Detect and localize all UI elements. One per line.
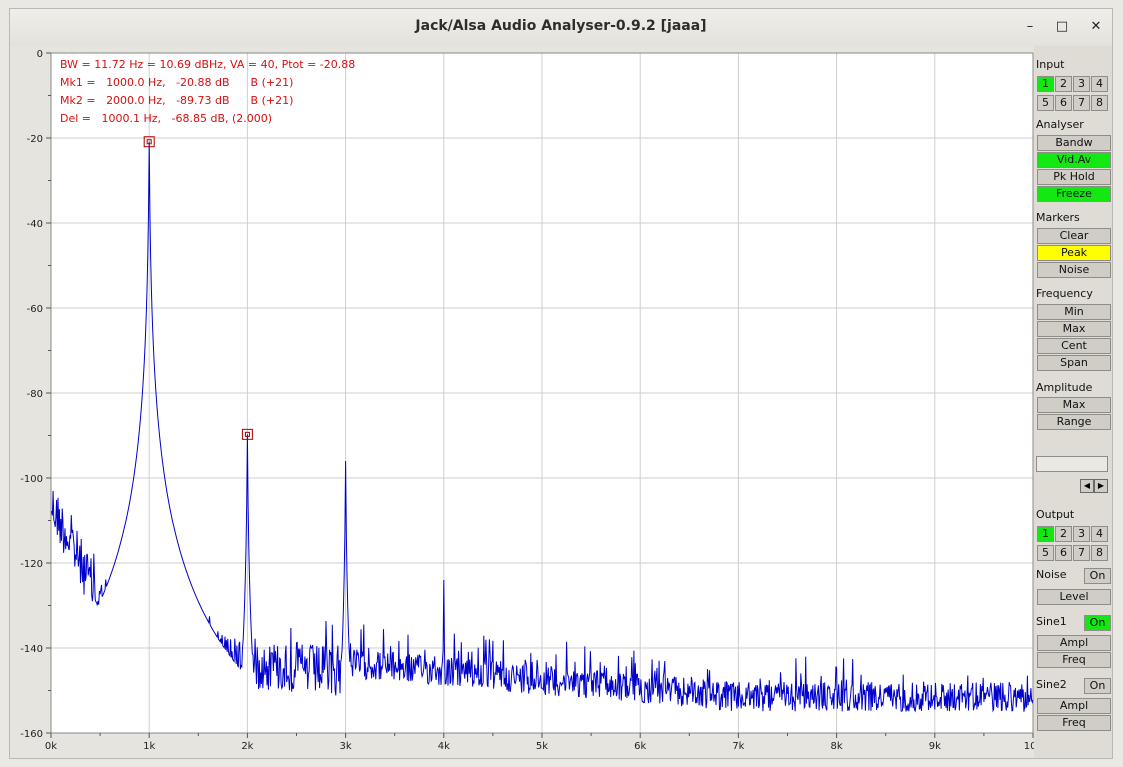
clear-button[interactable]: Clear — [1037, 228, 1111, 244]
output-button-1[interactable]: 1 — [1037, 526, 1054, 542]
y-tick-label: -60 — [27, 304, 43, 315]
x-tick-label: 2k — [241, 741, 253, 752]
axis-labels: 0k 1k 2k 3k 4k 5k 6k 7k 8k 9k 10k 0 -20 -40 -60 -80 -100… — [20, 49, 1040, 752]
output-button-4[interactable]: 4 — [1091, 526, 1108, 542]
left-arrow-icon[interactable]: ◀ — [1080, 479, 1094, 493]
vidav-button[interactable]: Vid.Av — [1037, 152, 1111, 168]
input-button-5[interactable]: 5 — [1037, 95, 1054, 111]
y-tick-label: -120 — [20, 559, 43, 570]
noise-on-button[interactable]: On — [1084, 568, 1111, 584]
pkhold-button[interactable]: Pk Hold — [1037, 169, 1111, 185]
marker-1-inner — [146, 139, 152, 145]
freq-span-button[interactable]: Span — [1037, 355, 1111, 371]
spectrum-chart[interactable]: 0k 1k 2k 3k 4k 5k 6k 7k 8k 9k 10k 0 -20 -40 -60 -80 -100… — [10, 46, 1040, 759]
y-tick-label: -20 — [27, 134, 43, 145]
x-tick-label: 3k — [340, 741, 352, 752]
sine2-freq-button[interactable]: Freq — [1037, 715, 1111, 731]
info-marker1: Mk1 = 1000.0 Hz, -20.88 dB B (+21) — [60, 76, 293, 89]
y-tick-label: -100 — [20, 474, 43, 485]
amp-max-button[interactable]: Max — [1037, 397, 1111, 413]
sine2-label: Sine2 — [1036, 678, 1067, 691]
info-marker2: Mk2 = 2000.0 Hz, -89.73 dB B (+21) — [60, 94, 293, 107]
sine2-ampl-button[interactable]: Ampl — [1037, 698, 1111, 714]
y-tick-label: 0 — [37, 49, 43, 60]
x-tick-label: 10k — [1024, 741, 1040, 752]
x-tick-label: 1k — [143, 741, 155, 752]
noise-level-button[interactable]: Level — [1037, 589, 1111, 605]
frequency-label: Frequency — [1036, 287, 1093, 300]
output-label: Output — [1036, 508, 1075, 521]
axis-ticks — [46, 52, 1034, 738]
input-button-6[interactable]: 6 — [1055, 95, 1072, 111]
y-tick-label: -140 — [20, 644, 43, 655]
sine2-on-button[interactable]: On — [1084, 678, 1111, 694]
noise-label: Noise — [1036, 568, 1067, 581]
marker-group — [143, 136, 253, 440]
output-button-3[interactable]: 3 — [1073, 526, 1090, 542]
analyser-label: Analyser — [1036, 118, 1084, 131]
freq-cent-button[interactable]: Cent — [1037, 338, 1111, 354]
spectrum-plot-area[interactable]: 0k 1k 2k 3k 4k 5k 6k 7k 8k 9k 10k 0 -20 -40 -60 -80 -100… — [10, 46, 1040, 759]
input-button-7[interactable]: 7 — [1073, 95, 1090, 111]
x-tick-label: 4k — [438, 741, 450, 752]
markers-label: Markers — [1036, 211, 1080, 224]
sine1-ampl-button[interactable]: Ampl — [1037, 635, 1111, 651]
input-button-4[interactable]: 4 — [1091, 76, 1108, 92]
spectrum-trace — [50, 141, 1034, 713]
marker-1 — [143, 136, 155, 148]
value-slider[interactable] — [1036, 456, 1108, 472]
noise-marker-button[interactable]: Noise — [1037, 262, 1111, 278]
output-button-5[interactable]: 5 — [1037, 545, 1054, 561]
freeze-button[interactable]: Freeze — [1037, 186, 1111, 202]
minimize-button[interactable]: – — [1026, 19, 1034, 34]
input-button-8[interactable]: 8 — [1091, 95, 1108, 111]
x-tick-label: 9k — [929, 741, 941, 752]
input-button-1[interactable]: 1 — [1037, 76, 1054, 92]
output-button-8[interactable]: 8 — [1091, 545, 1108, 561]
y-tick-label: -80 — [27, 389, 43, 400]
freq-min-button[interactable]: Min — [1037, 304, 1111, 320]
output-button-7[interactable]: 7 — [1073, 545, 1090, 561]
x-tick-label: 7k — [732, 741, 744, 752]
app-window: Jack/Alsa Audio Analyser-0.9.2 [jaaa] – … — [9, 8, 1113, 759]
window-title: Jack/Alsa Audio Analyser-0.9.2 [jaaa] — [415, 18, 707, 34]
sine1-on-button[interactable]: On — [1084, 615, 1111, 631]
output-button-6[interactable]: 6 — [1055, 545, 1072, 561]
x-tick-label: 0k — [45, 741, 57, 752]
maximize-button[interactable]: □ — [1055, 19, 1069, 34]
sine1-label: Sine1 — [1036, 615, 1067, 628]
close-button[interactable]: ✕ — [1090, 19, 1102, 34]
sine1-freq-button[interactable]: Freq — [1037, 652, 1111, 668]
input-button-2[interactable]: 2 — [1055, 76, 1072, 92]
freq-max-button[interactable]: Max — [1037, 321, 1111, 337]
control-panel: Input 1 2 3 4 5 6 7 8 Analyser Bandw Vid… — [1034, 46, 1112, 758]
peak-button[interactable]: Peak — [1037, 245, 1111, 261]
x-tick-label: 6k — [634, 741, 646, 752]
right-arrow-icon[interactable]: ▶ — [1094, 479, 1108, 493]
amp-range-button[interactable]: Range — [1037, 414, 1111, 430]
title-bar: Jack/Alsa Audio Analyser-0.9.2 [jaaa] – … — [10, 9, 1112, 47]
info-bandwidth: BW = 11.72 Hz = 10.69 dBHz, VA = 40, Pto… — [60, 58, 355, 71]
x-tick-label: 8k — [831, 741, 843, 752]
y-tick-label: -40 — [27, 219, 43, 230]
marker-2 — [241, 428, 253, 440]
output-button-2[interactable]: 2 — [1055, 526, 1072, 542]
grid-lines — [50, 52, 1034, 734]
bandw-button[interactable]: Bandw — [1037, 135, 1111, 151]
amplitude-label: Amplitude — [1036, 381, 1093, 394]
marker-2-inner — [244, 431, 250, 437]
x-tick-label: 5k — [536, 741, 548, 752]
info-delta: Del = 1000.1 Hz, -68.85 dB, (2.000) — [60, 112, 272, 125]
input-label: Input — [1036, 58, 1065, 71]
input-button-3[interactable]: 3 — [1073, 76, 1090, 92]
y-tick-label: -160 — [20, 729, 43, 740]
